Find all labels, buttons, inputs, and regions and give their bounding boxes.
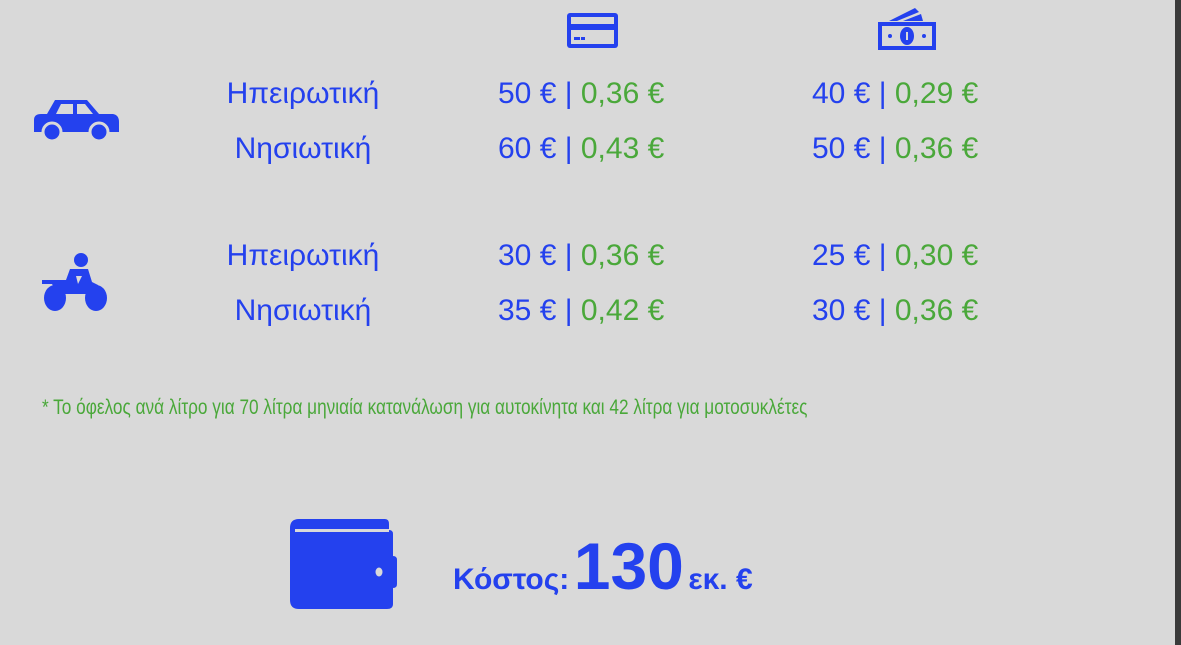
row-label: Νησιωτική (234, 294, 372, 327)
cash-icon (878, 8, 936, 50)
benefit: 0,36 € (580, 77, 665, 110)
cost-label: Κόστος: (453, 563, 570, 596)
cost-amount: 130 (573, 529, 684, 603)
card-value: 30 € | 0,36 € (498, 238, 664, 274)
cash-value: 40 € | 0,29 € (812, 76, 978, 112)
separator: | (556, 77, 581, 110)
benefit: 0,36 € (580, 239, 665, 272)
card-value: 60 € | 0,43 € (498, 131, 664, 167)
credit-card-icon (567, 13, 618, 48)
separator: | (556, 294, 581, 327)
footnote: * Το όφελος ανά λίτρο για 70 λίτρα μηνια… (42, 396, 808, 419)
card-value: 50 € | 0,36 € (498, 76, 664, 112)
separator: | (870, 77, 895, 110)
separator: | (556, 239, 581, 272)
price: 50 € (812, 132, 871, 165)
window-edge (1175, 0, 1181, 645)
separator: | (556, 132, 581, 165)
benefit: 0,29 € (894, 77, 979, 110)
benefit: 0,36 € (894, 294, 979, 327)
cash-value: 25 € | 0,30 € (812, 238, 978, 274)
benefit: 0,36 € (894, 132, 979, 165)
price: 25 € (812, 239, 871, 272)
separator: | (870, 132, 895, 165)
row-label: Ηπειρωτική (226, 239, 380, 272)
row-label: Νησιωτική (234, 132, 372, 165)
car-icon (34, 100, 119, 143)
separator: | (870, 294, 895, 327)
benefit: 0,30 € (894, 239, 979, 272)
price: 40 € (812, 77, 871, 110)
separator: | (870, 239, 895, 272)
benefit: 0,42 € (580, 294, 665, 327)
cost-unit: εκ. € (688, 563, 753, 596)
price: 50 € (498, 77, 557, 110)
wallet-icon (290, 519, 397, 609)
cost-line: Κόστος: 130 εκ. € (453, 528, 753, 604)
cash-value: 50 € | 0,36 € (812, 131, 978, 167)
price: 35 € (498, 294, 557, 327)
price: 30 € (498, 239, 557, 272)
motorcycle-icon (42, 253, 107, 311)
price: 60 € (498, 132, 557, 165)
benefit: 0,43 € (580, 132, 665, 165)
row-label: Ηπειρωτική (226, 77, 380, 110)
price: 30 € (812, 294, 871, 327)
cash-value: 30 € | 0,36 € (812, 293, 978, 329)
card-value: 35 € | 0,42 € (498, 293, 664, 329)
